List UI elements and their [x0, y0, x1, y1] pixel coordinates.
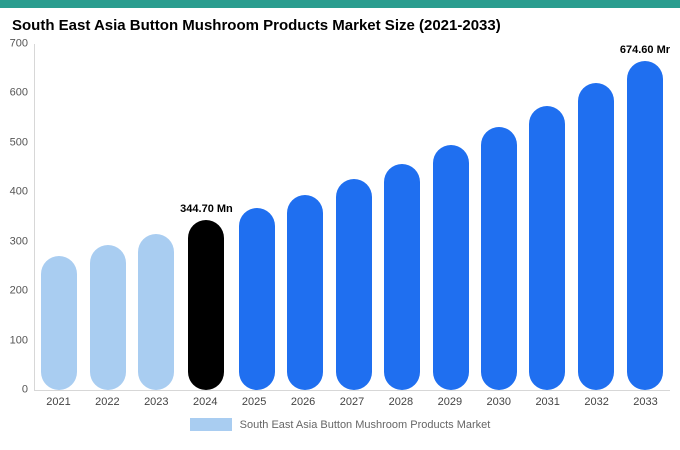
bar-2029: [432, 145, 469, 390]
bar-2024: [188, 219, 225, 390]
bar-slot-2033: 674.60 Mr: [620, 44, 670, 390]
x-tick-label-2027: 2027: [339, 396, 365, 408]
bar-2022: [89, 245, 126, 390]
bar-slot-2031: [523, 44, 571, 390]
x-tick-label-2033: 2033: [633, 396, 658, 408]
x-tick-label-2024: 2024: [192, 396, 218, 408]
legend-label: South East Asia Button Mushroom Products…: [239, 418, 491, 431]
bar-2033: [626, 61, 663, 390]
y-tick-label: 200: [9, 284, 28, 297]
chart-legend: South East Asia Button Mushroom Products…: [0, 418, 680, 431]
x-tick-label-2026: 2026: [290, 396, 316, 408]
top-accent-bar: [0, 0, 680, 8]
bar-slot-2023: [132, 44, 180, 390]
bar-2021: [41, 256, 78, 390]
bar-slot-2024: 344.70 Mn: [180, 44, 233, 390]
bar-slot-2025: [233, 44, 281, 390]
x-axis-labels: 2021 2022 2023 2024 2025 2026 2027 2028 2029 2030…: [34, 396, 670, 408]
x-tick-label-2029: 2029: [437, 396, 463, 408]
bar-2026: [287, 195, 324, 390]
bar-slot-2030: [475, 44, 523, 390]
bar-2032: [577, 82, 614, 390]
bar-2030: [480, 126, 517, 390]
x-tick-label-2032: 2032: [584, 396, 609, 408]
bar-slot-2022: [83, 44, 131, 390]
y-axis: 0 100 200 300 400 500 600 700: [0, 38, 34, 395]
bar-slot-2032: [572, 44, 620, 390]
bar-slot-2029: [426, 44, 474, 390]
bar-slot-2021: [35, 44, 83, 390]
bar-2031: [529, 105, 566, 390]
x-axis: 2021 2022 2023 2024 2025 2026 2027 2028 2029 2030…: [0, 396, 680, 408]
legend-swatch: [189, 418, 232, 431]
bar-2027: [335, 179, 372, 390]
x-tick-label-2031: 2031: [535, 396, 560, 408]
chart-area: 0 100 200 300 400 500 600 700 344.70 Mn 674.60 M…: [0, 38, 680, 395]
bar-value-label: 344.70 Mn: [180, 202, 233, 215]
x-tick-label-2028: 2028: [388, 396, 414, 408]
y-tick-label: 0: [21, 383, 28, 396]
bar-2023: [137, 233, 174, 390]
bar-slot-2026: [281, 44, 329, 390]
bar-2028: [384, 163, 421, 390]
x-tick-label-2030: 2030: [486, 396, 511, 408]
chart-title: South East Asia Button Mushroom Products…: [12, 17, 501, 34]
bar-slot-2027: [330, 44, 378, 390]
y-tick-label: 500: [9, 136, 28, 149]
y-tick-label: 300: [9, 235, 28, 248]
y-tick-label: 600: [9, 86, 28, 99]
bar-2025: [238, 208, 275, 390]
plot-area: 344.70 Mn 674.60 Mr: [34, 44, 670, 391]
x-tick-label-2022: 2022: [95, 396, 120, 408]
y-tick-label: 400: [9, 185, 28, 198]
x-axis-spacer: [0, 396, 34, 408]
bar-value-label: 674.60 Mr: [619, 44, 671, 56]
bar-slot-2028: [378, 44, 426, 390]
y-tick-label: 100: [9, 334, 28, 347]
y-tick-label: 700: [9, 37, 28, 50]
x-tick-label-2021: 2021: [46, 396, 71, 408]
x-tick-label-2023: 2023: [144, 396, 169, 408]
x-tick-label-2025: 2025: [241, 396, 267, 408]
